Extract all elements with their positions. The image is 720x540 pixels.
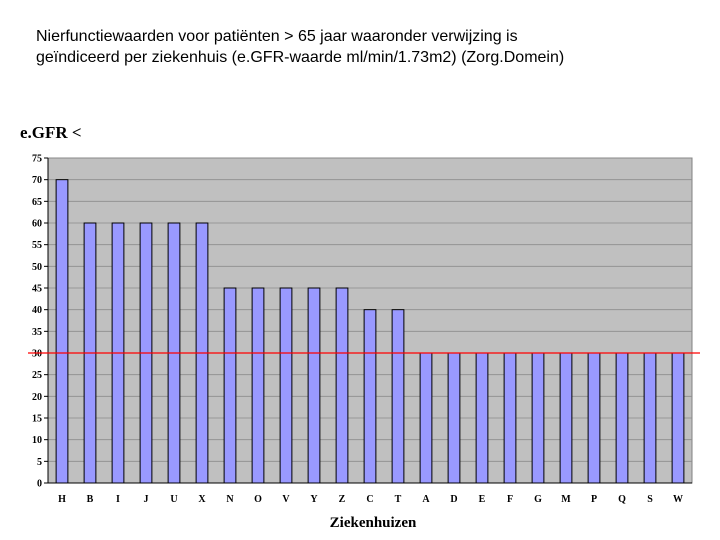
y-tick-label: 55 — [32, 240, 42, 251]
y-tick-label: 70 — [32, 175, 42, 186]
x-tick-label: J — [144, 494, 149, 505]
x-tick-label: S — [647, 494, 653, 505]
x-tick-label: W — [673, 494, 683, 505]
x-tick-label: F — [507, 494, 513, 505]
x-tick-label: I — [116, 494, 120, 505]
y-tick-label: 15 — [32, 414, 42, 425]
slide-title: Nierfunctiewaarden voor patiënten > 65 j… — [36, 26, 696, 68]
x-tick-label: D — [450, 494, 457, 505]
y-tick-label: 20 — [32, 392, 42, 403]
bar-N — [223, 287, 237, 484]
y-tick-label: 75 — [32, 154, 42, 165]
x-tick-label: P — [591, 494, 597, 505]
x-tick-label: V — [282, 494, 290, 505]
x-tick-label: N — [226, 494, 234, 505]
bar-C — [363, 309, 377, 484]
bar-V — [279, 287, 293, 484]
bar-Z — [335, 287, 349, 484]
bar-D — [447, 352, 461, 484]
y-tick-label: 5 — [37, 457, 42, 468]
y-tick-label: 65 — [32, 197, 42, 208]
bar-O — [251, 287, 265, 484]
x-tick-label: A — [422, 494, 430, 505]
bar-W — [671, 352, 685, 484]
bar-Q — [615, 352, 629, 484]
x-tick-label: U — [170, 494, 177, 505]
y-tick-label: 40 — [32, 305, 42, 316]
y-tick-label: 25 — [32, 370, 42, 381]
x-tick-label: C — [366, 494, 373, 505]
x-tick-label: B — [87, 494, 94, 505]
bar-M — [559, 352, 573, 484]
y-tick-label: 0 — [37, 479, 42, 490]
y-tick-label: 45 — [32, 284, 42, 295]
x-tick-label: Z — [339, 494, 346, 505]
x-tick-label: E — [479, 494, 486, 505]
x-tick-label: H — [58, 494, 66, 505]
x-tick-label: X — [198, 494, 206, 505]
bar-A — [419, 352, 433, 484]
y-tick-label: 10 — [32, 435, 42, 446]
x-tick-label: O — [254, 494, 262, 505]
y-tick-label: 50 — [32, 262, 42, 273]
x-tick-label: Y — [310, 494, 318, 505]
x-axis-label: Ziekenhuizen — [330, 515, 417, 531]
slide-title-line-1: Nierfunctiewaarden voor patiënten > 65 j… — [36, 28, 518, 45]
bar-H — [55, 179, 69, 484]
y-tick-label: 60 — [32, 219, 42, 230]
y-axis-label: e.GFR < — [20, 123, 82, 142]
bar-S — [643, 352, 657, 484]
y-tick-label: 35 — [32, 327, 42, 338]
bar-Y — [307, 287, 321, 484]
y-tick-label: 30 — [32, 349, 42, 360]
x-tick-label: M — [561, 494, 571, 505]
x-tick-label: T — [395, 494, 402, 505]
bar-E — [475, 352, 489, 484]
bar-P — [587, 352, 601, 484]
bar-T — [391, 309, 405, 484]
bar-G — [531, 352, 545, 484]
x-tick-label: G — [534, 494, 542, 505]
slide-title-line-2: geïndiceerd per ziekenhuis (e.GFR-waarde… — [36, 49, 565, 66]
bar-F — [503, 352, 517, 484]
x-tick-label: Q — [618, 494, 626, 505]
